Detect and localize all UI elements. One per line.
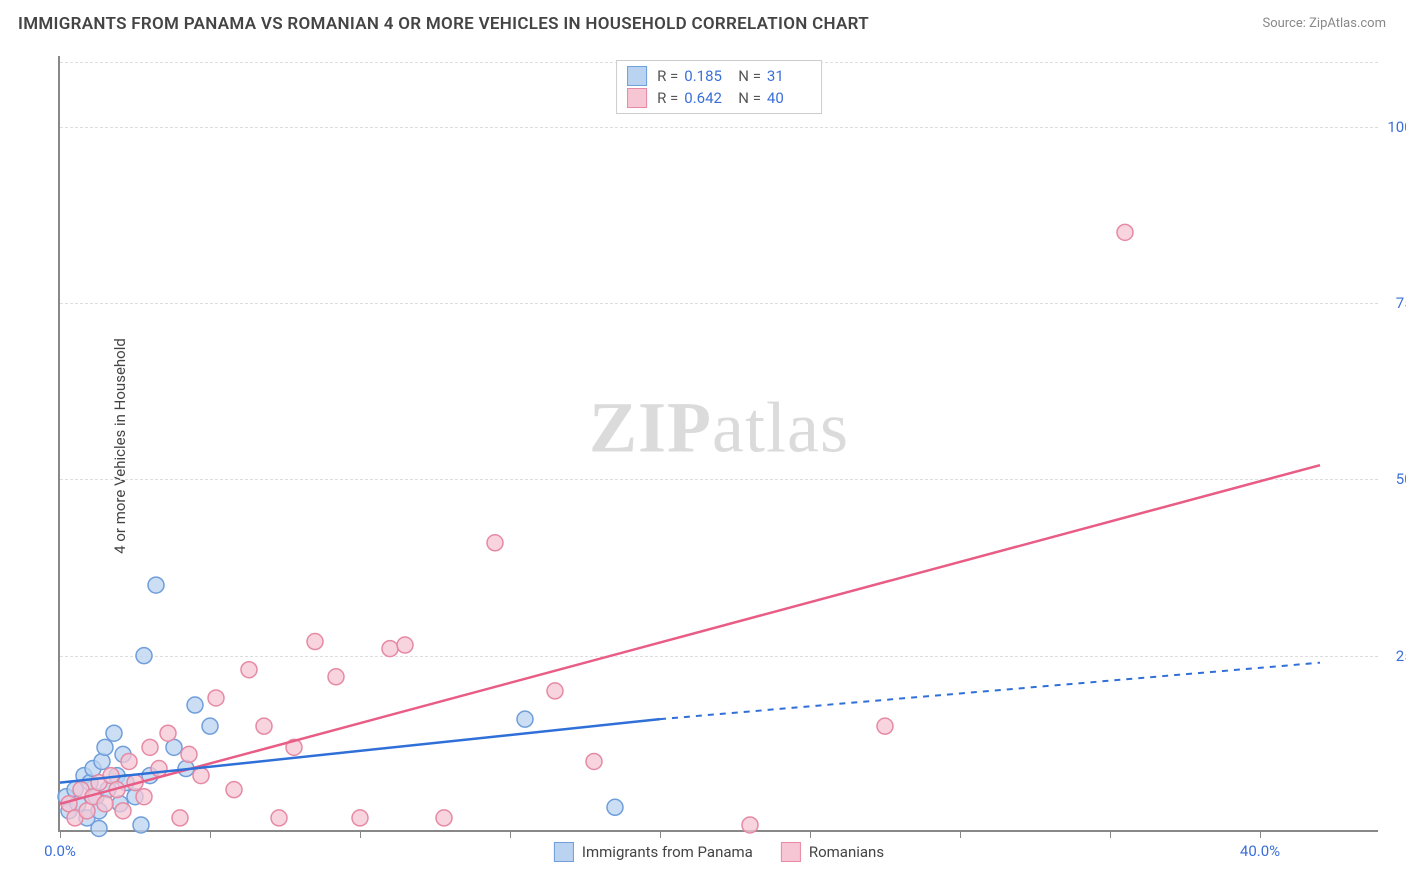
scatter-svg [60, 56, 1378, 830]
legend-label: Romanians [809, 843, 884, 861]
y-tick-label: 75.0% [1381, 294, 1406, 312]
legend-row-panama: R = 0.185 N = 31 [627, 65, 811, 87]
r-value: 0.642 [684, 89, 728, 107]
legend-item-romanians: Romanians [781, 842, 884, 862]
chart-title: IMMIGRANTS FROM PANAMA VS ROMANIAN 4 OR … [18, 14, 869, 34]
legend-label: Immigrants from Panama [582, 843, 753, 861]
legend-row-romanians: R = 0.642 N = 40 [627, 87, 811, 109]
y-tick-label: 25.0% [1381, 647, 1406, 665]
n-value: 31 [767, 67, 811, 85]
x-tick-label: 0.0% [44, 842, 76, 860]
n-value: 40 [767, 89, 811, 107]
swatch-icon [627, 88, 647, 108]
series-legend: Immigrants from Panama Romanians [554, 842, 884, 862]
correlation-legend: R = 0.185 N = 31 R = 0.642 N = 40 [616, 60, 822, 114]
x-tick-label: 40.0% [1240, 842, 1280, 860]
y-tick-label: 50.0% [1381, 470, 1406, 488]
swatch-icon [627, 66, 647, 86]
swatch-icon [554, 842, 574, 862]
source-attribution: Source: ZipAtlas.com [1262, 16, 1386, 31]
swatch-icon [781, 842, 801, 862]
y-tick-label: 100.0% [1381, 118, 1406, 136]
legend-item-panama: Immigrants from Panama [554, 842, 753, 862]
r-value: 0.185 [684, 67, 728, 85]
plot-area: ZIPatlas R = 0.185 N = 31 R = 0.642 N = … [58, 56, 1378, 832]
